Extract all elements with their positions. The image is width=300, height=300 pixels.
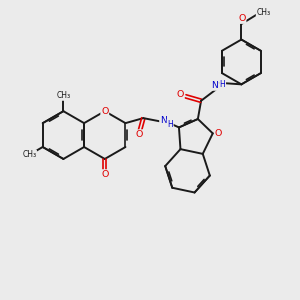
Text: O: O xyxy=(101,107,109,116)
Text: O: O xyxy=(135,130,142,139)
Text: O: O xyxy=(176,90,184,99)
Text: CH₃: CH₃ xyxy=(256,8,271,16)
Text: CH₃: CH₃ xyxy=(22,150,36,159)
Text: CH₃: CH₃ xyxy=(56,91,70,100)
Text: O: O xyxy=(238,14,246,23)
Text: N: N xyxy=(160,116,167,125)
Text: H: H xyxy=(220,80,226,88)
Text: O: O xyxy=(101,170,109,179)
Text: H: H xyxy=(167,120,173,129)
Text: N: N xyxy=(211,81,218,90)
Text: O: O xyxy=(215,129,222,138)
